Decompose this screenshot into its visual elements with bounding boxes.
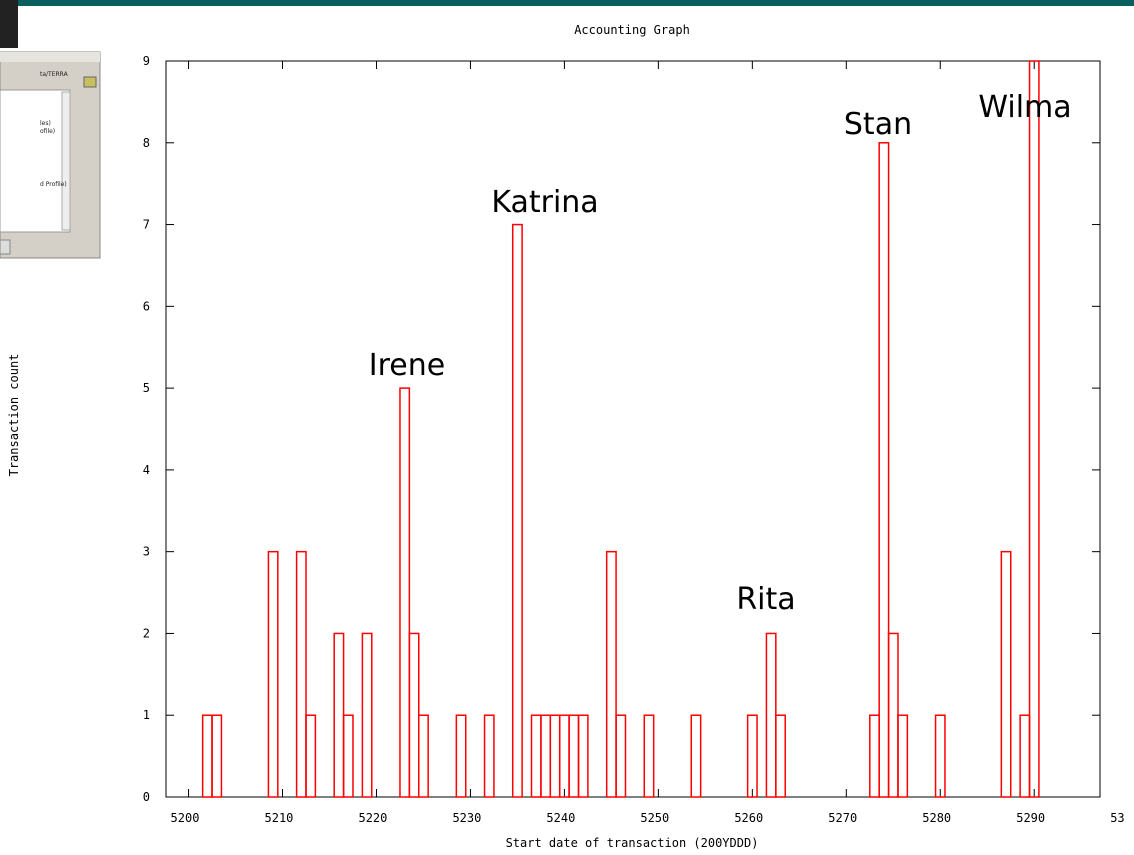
y-tick-label: 4 bbox=[143, 463, 150, 477]
bar bbox=[869, 714, 880, 798]
x-tick-label: 5250 bbox=[640, 811, 669, 825]
bar bbox=[483, 714, 495, 798]
bar bbox=[455, 714, 467, 798]
bar bbox=[690, 714, 702, 798]
bar bbox=[605, 550, 617, 798]
bar bbox=[408, 632, 420, 798]
x-tick-label: 5230 bbox=[452, 811, 481, 825]
bar bbox=[305, 714, 317, 798]
bar bbox=[615, 714, 627, 798]
x-tick-label: 5270 bbox=[828, 811, 857, 825]
window-fragment bbox=[0, 51, 101, 259]
bar bbox=[549, 714, 561, 798]
bar bbox=[540, 714, 552, 798]
annotation: Wilma bbox=[978, 90, 1071, 125]
bar bbox=[399, 387, 411, 798]
x-tick-label: 5210 bbox=[265, 811, 294, 825]
bar bbox=[775, 714, 786, 798]
y-tick-label: 7 bbox=[143, 218, 150, 232]
x-tick-label: 53 bbox=[1110, 811, 1124, 825]
x-tick-label: 5260 bbox=[734, 811, 763, 825]
bar bbox=[333, 632, 345, 798]
x-tick-label: 5220 bbox=[358, 811, 387, 825]
bar bbox=[530, 714, 542, 798]
annotation: Katrina bbox=[491, 185, 598, 220]
bar bbox=[511, 223, 523, 798]
bar bbox=[878, 142, 890, 798]
x-axis-label: Start date of transaction (200YDDD) bbox=[506, 836, 759, 850]
bar bbox=[267, 550, 279, 798]
bar bbox=[342, 714, 354, 798]
annotation: Rita bbox=[736, 582, 795, 617]
bar bbox=[577, 714, 589, 798]
x-tick-label: 5280 bbox=[922, 811, 951, 825]
bar bbox=[746, 714, 758, 798]
x-tick-label: 5200 bbox=[171, 811, 200, 825]
bar bbox=[897, 714, 909, 798]
bar bbox=[1028, 60, 1040, 798]
chart-title: Accounting Graph bbox=[574, 23, 690, 37]
bar bbox=[558, 714, 570, 798]
y-tick-label: 2 bbox=[143, 626, 150, 640]
y-tick-label: 0 bbox=[143, 790, 150, 804]
y-tick-label: 6 bbox=[143, 299, 150, 313]
bar bbox=[201, 714, 213, 798]
bar bbox=[211, 714, 223, 798]
plot-frame bbox=[165, 60, 1101, 798]
bar bbox=[361, 632, 373, 798]
annotation: Stan bbox=[844, 107, 912, 142]
bar bbox=[1000, 550, 1012, 798]
window-text: d Profile) bbox=[40, 181, 67, 188]
bar bbox=[295, 550, 307, 798]
bar bbox=[418, 714, 429, 798]
annotation: Irene bbox=[369, 348, 445, 383]
window-text: ta/TERRA bbox=[40, 71, 69, 78]
y-tick-label: 1 bbox=[143, 708, 150, 722]
x-tick-label: 5240 bbox=[546, 811, 575, 825]
y-tick-label: 8 bbox=[143, 136, 150, 150]
bar bbox=[568, 714, 580, 798]
window-text: ofile) bbox=[40, 128, 55, 135]
y-tick-label: 9 bbox=[143, 54, 150, 68]
top-band bbox=[0, 0, 1134, 6]
y-axis-label: Transaction count bbox=[7, 354, 21, 477]
dark-block bbox=[0, 0, 18, 48]
x-tick-label: 5290 bbox=[1016, 811, 1045, 825]
y-tick-label: 5 bbox=[143, 381, 150, 395]
bar bbox=[765, 632, 777, 798]
window-text: les) bbox=[40, 120, 51, 127]
y-tick-label: 3 bbox=[143, 545, 150, 559]
bar bbox=[934, 714, 946, 798]
bar bbox=[887, 632, 899, 798]
bar bbox=[643, 714, 655, 798]
bar bbox=[1019, 714, 1031, 798]
